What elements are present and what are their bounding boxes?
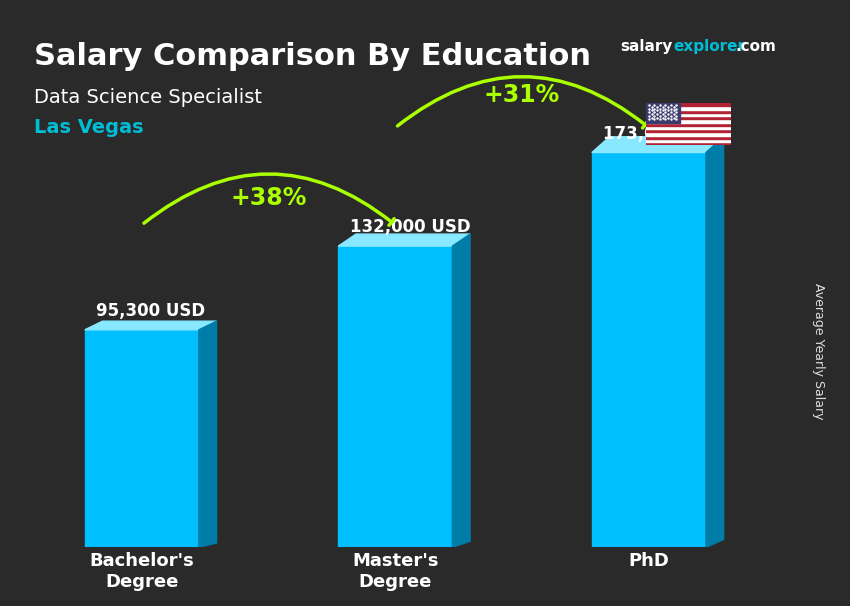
Text: Data Science Specialist: Data Science Specialist [34, 88, 262, 107]
Bar [646, 136, 731, 139]
Text: 95,300 USD: 95,300 USD [96, 302, 205, 320]
Bar [646, 116, 731, 119]
Bar [592, 153, 705, 547]
Bar [646, 106, 731, 110]
Text: salary: salary [620, 39, 673, 55]
Polygon shape [338, 234, 470, 246]
Polygon shape [199, 321, 217, 547]
Bar [646, 103, 680, 122]
Text: +31%: +31% [484, 84, 560, 107]
Bar [646, 122, 731, 126]
Polygon shape [706, 137, 723, 547]
Text: explorer: explorer [673, 39, 745, 55]
Bar [646, 129, 731, 132]
Text: +38%: +38% [230, 186, 307, 210]
Polygon shape [592, 137, 723, 153]
Bar [646, 113, 731, 116]
Bar [646, 110, 731, 113]
Text: Las Vegas: Las Vegas [34, 118, 144, 137]
Text: .com: .com [735, 39, 776, 55]
Bar [338, 246, 452, 547]
Polygon shape [452, 234, 470, 547]
Text: 173,000 USD: 173,000 USD [604, 125, 724, 143]
Bar [646, 139, 731, 142]
Bar [646, 126, 731, 129]
Bar [646, 142, 731, 145]
Text: Average Yearly Salary: Average Yearly Salary [812, 283, 824, 420]
Polygon shape [85, 321, 217, 330]
Bar [85, 330, 199, 547]
Bar [646, 103, 731, 106]
Bar [646, 119, 731, 122]
Text: 132,000 USD: 132,000 USD [349, 218, 470, 236]
Bar [646, 132, 731, 136]
Text: Salary Comparison By Education: Salary Comparison By Education [34, 42, 591, 72]
